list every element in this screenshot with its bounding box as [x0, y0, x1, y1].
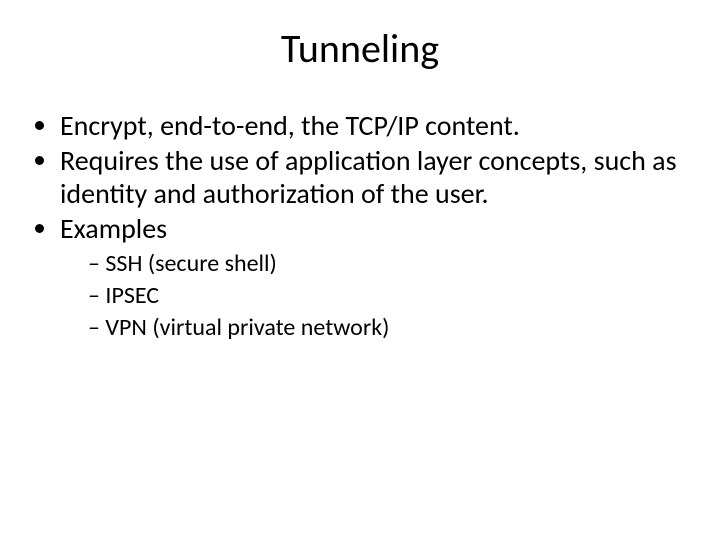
slide-title: Tunneling [0, 0, 720, 81]
slide: Tunneling Encrypt, end-to-end, the TCP/I… [0, 0, 720, 540]
bullet-list-level1: Encrypt, end-to-end, the TCP/IP content.… [32, 109, 688, 343]
bullet-text: Examples [60, 211, 167, 246]
bullet-text: Requires the use of application layer co… [60, 143, 677, 211]
bullet-text: SSH (secure shell) [105, 249, 276, 278]
bullet-text: IPSEC [105, 281, 159, 310]
bullet-list-level2: SSH (secure shell) IPSEC VPN (virtual pr… [60, 249, 688, 343]
list-item: SSH (secure shell) [88, 249, 688, 279]
slide-body: Encrypt, end-to-end, the TCP/IP content.… [0, 81, 720, 343]
list-item: Requires the use of application layer co… [60, 144, 688, 210]
list-item: Encrypt, end-to-end, the TCP/IP content. [60, 109, 688, 142]
list-item: VPN (virtual private network) [88, 313, 688, 343]
list-item: IPSEC [88, 281, 688, 311]
bullet-text: Encrypt, end-to-end, the TCP/IP content. [60, 108, 520, 143]
list-item: Examples SSH (secure shell) IPSEC VPN (v… [60, 212, 688, 343]
bullet-text: VPN (virtual private network) [105, 313, 389, 342]
